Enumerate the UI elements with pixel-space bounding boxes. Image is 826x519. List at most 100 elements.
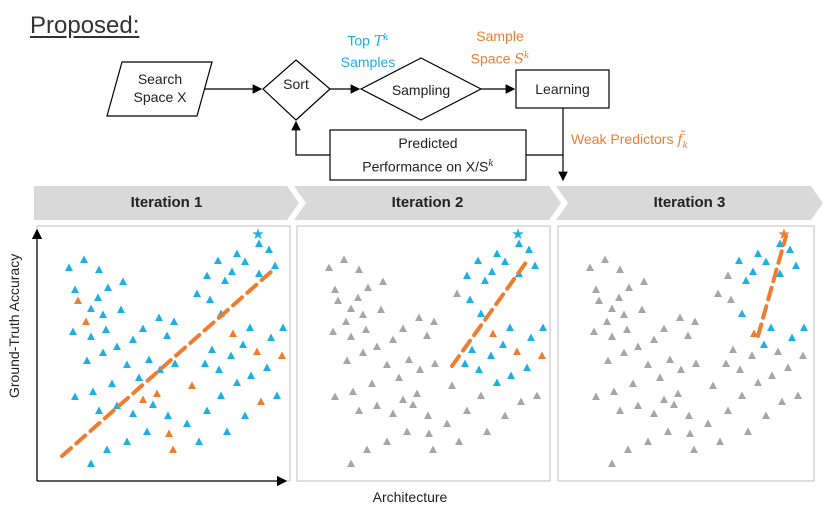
scatter-triangle-2-71	[608, 459, 616, 467]
scatter-triangle-0-60	[278, 351, 286, 359]
scatter-triangle-2-56	[754, 249, 762, 257]
scatter-triangle-1-55	[515, 239, 523, 247]
scatter-triangle-1-54	[525, 245, 533, 253]
scatter-triangle-2-51	[762, 257, 770, 265]
scatter-triangle-2-44	[800, 323, 808, 331]
scatter-triangle-0-72	[169, 445, 177, 453]
iteration-banner-1	[34, 186, 299, 220]
scatter-triangle-0-57	[214, 256, 222, 264]
predicted-label: Predicted Performance on X/Sk	[362, 135, 494, 175]
scatter-triangle-1-65	[463, 406, 471, 414]
scatter-triangle-2-2	[616, 265, 624, 273]
scatter-triangle-2-9	[620, 310, 628, 318]
scatter-triangle-2-6	[615, 293, 623, 301]
scatter-triangle-0-39	[227, 351, 235, 359]
scatter-triangle-0-3	[119, 277, 127, 285]
scatter-triangle-0-36	[188, 381, 196, 389]
scatter-triangle-1-43	[527, 333, 535, 341]
scatter-triangle-0-59	[193, 289, 201, 297]
scatter-triangle-0-0	[65, 263, 73, 271]
scatter-triangle-1-38	[475, 365, 483, 373]
scatter-triangle-1-36	[448, 381, 456, 389]
scatter-triangle-0-65	[203, 406, 211, 414]
scatter-triangle-1-16	[415, 313, 423, 321]
scatter-triangle-0-20	[113, 342, 121, 350]
scatter-triangle-0-7	[74, 296, 82, 304]
iteration-3-label: Iteration 3	[653, 194, 726, 211]
scatter-triangle-1-10	[377, 305, 385, 313]
scatter-triangle-1-7	[334, 296, 342, 304]
scatter-triangle-2-47	[738, 309, 746, 317]
y-axis-label: Ground-Truth Accuracy	[6, 253, 22, 398]
scatter-triangle-1-35	[424, 411, 432, 419]
scatter-triangle-1-30	[331, 392, 339, 400]
arrow-learning-down	[526, 108, 564, 156]
scatter-triangle-2-62	[768, 371, 776, 379]
scatter-triangle-1-28	[368, 379, 376, 387]
scatter-triangle-0-2	[95, 265, 103, 273]
best-architecture-star-3: ★	[777, 225, 790, 243]
scatter-triangle-1-75	[501, 411, 509, 419]
scatter-triangle-0-55	[255, 239, 263, 247]
scatter-triangle-0-67	[165, 429, 173, 437]
scatter-triangle-1-23	[383, 360, 391, 368]
scatter-triangle-0-70	[103, 445, 111, 453]
scatter-triangle-0-64	[217, 391, 225, 399]
scatter-triangle-0-25	[156, 365, 164, 373]
scatter-triangle-0-38	[215, 365, 223, 373]
scatter-triangle-2-20	[634, 342, 642, 350]
scatter-triangle-0-50	[228, 267, 236, 275]
scatter-triangle-2-29	[610, 387, 618, 395]
top-samples-label: Top Tk Samples	[340, 32, 396, 70]
scatter-triangle-2-66	[704, 419, 712, 427]
scatter-triangle-0-41	[239, 340, 247, 348]
scatter-triangle-0-31	[95, 406, 103, 414]
scatter-triangle-0-58	[203, 271, 211, 279]
sampling-label: Sampling	[391, 82, 451, 98]
scatter-triangle-2-43	[788, 333, 796, 341]
scatter-triangle-0-8	[87, 304, 95, 312]
plot-panel-3	[557, 225, 815, 482]
scatter-triangle-0-75	[241, 411, 249, 419]
scatter-triangle-1-48	[466, 295, 474, 303]
scatter-triangle-1-67	[425, 429, 433, 437]
scatter-triangle-2-32	[634, 401, 642, 409]
scatter-triangle-0-48	[206, 295, 214, 303]
scatter-triangle-1-76	[517, 397, 525, 405]
scatter-triangle-1-68	[403, 427, 411, 435]
scatter-triangle-1-0	[325, 263, 333, 271]
scatter-triangle-1-44	[539, 323, 547, 331]
scatter-triangle-2-46	[750, 329, 758, 337]
scatter-triangle-0-14	[102, 325, 110, 333]
scatter-triangle-2-52	[776, 269, 784, 277]
sampling-diamond	[359, 57, 483, 121]
scatter-triangle-1-50	[488, 267, 496, 275]
scatter-triangle-1-73	[455, 437, 463, 445]
scatter-triangle-2-42	[774, 347, 782, 355]
scatter-triangle-2-24	[666, 355, 674, 363]
predicted-box	[329, 129, 527, 181]
x-axis-label: Architecture	[372, 489, 448, 505]
scatter-triangle-1-58	[463, 271, 471, 279]
scatter-triangle-1-26	[431, 359, 439, 367]
scatter-triangle-2-22	[604, 356, 612, 364]
plot-panel-2	[296, 225, 551, 482]
scatter-triangle-2-68	[664, 427, 672, 435]
scatter-triangle-2-34	[670, 400, 678, 408]
scatter-triangle-1-78	[413, 389, 421, 397]
scatter-triangle-2-19	[650, 335, 658, 343]
scatter-triangle-1-20	[373, 342, 381, 350]
best-architecture-star-1: ★	[251, 225, 264, 243]
scatter-triangle-0-4	[104, 283, 112, 291]
scatter-triangle-1-66	[443, 419, 451, 427]
scatter-triangle-1-41	[499, 340, 507, 348]
scatter-triangle-0-77	[273, 391, 281, 399]
scatter-triangle-2-3	[640, 277, 648, 285]
scatter-triangle-1-47	[477, 309, 485, 317]
scatter-triangle-1-24	[405, 355, 413, 363]
scatter-triangle-2-58	[724, 271, 732, 279]
scatter-triangle-2-4	[625, 283, 633, 291]
scatter-triangle-2-40	[729, 345, 737, 353]
scatter-triangle-2-5	[592, 285, 600, 293]
